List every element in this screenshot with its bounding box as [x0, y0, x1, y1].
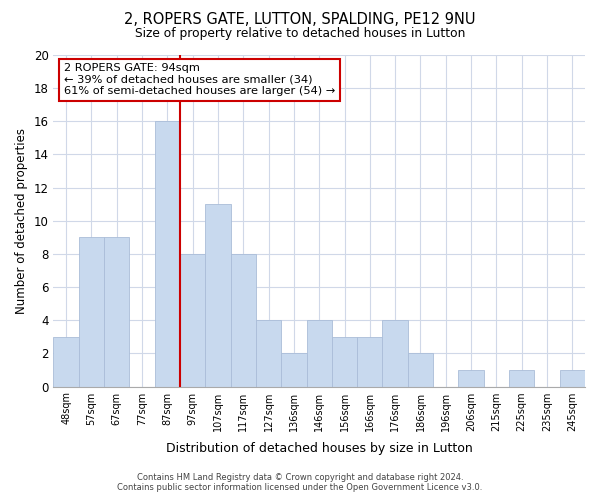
Y-axis label: Number of detached properties: Number of detached properties [15, 128, 28, 314]
Text: 2 ROPERS GATE: 94sqm
← 39% of detached houses are smaller (34)
61% of semi-detac: 2 ROPERS GATE: 94sqm ← 39% of detached h… [64, 64, 335, 96]
Bar [382, 320, 408, 386]
Text: 2, ROPERS GATE, LUTTON, SPALDING, PE12 9NU: 2, ROPERS GATE, LUTTON, SPALDING, PE12 9… [124, 12, 476, 28]
X-axis label: Distribution of detached houses by size in Lutton: Distribution of detached houses by size … [166, 442, 473, 455]
Bar [256, 320, 281, 386]
Bar [408, 354, 433, 386]
Text: Contains HM Land Registry data © Crown copyright and database right 2024.
Contai: Contains HM Land Registry data © Crown c… [118, 473, 482, 492]
Bar [53, 337, 79, 386]
Bar [560, 370, 585, 386]
Bar [332, 337, 357, 386]
Bar [458, 370, 484, 386]
Bar [180, 254, 205, 386]
Bar [205, 204, 230, 386]
Bar [79, 238, 104, 386]
Bar [281, 354, 307, 386]
Bar [155, 122, 180, 386]
Bar [104, 238, 130, 386]
Bar [509, 370, 535, 386]
Bar [357, 337, 382, 386]
Bar [307, 320, 332, 386]
Text: Size of property relative to detached houses in Lutton: Size of property relative to detached ho… [135, 28, 465, 40]
Bar [230, 254, 256, 386]
